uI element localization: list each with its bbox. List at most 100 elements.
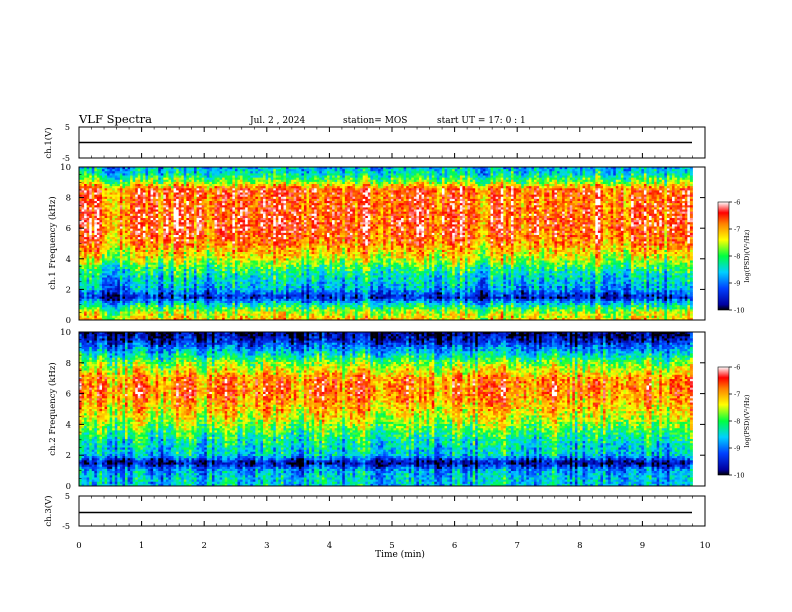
- spectrogram-cell: [104, 177, 108, 181]
- spectrogram-cell: [86, 220, 90, 223]
- spectrogram-cell: [94, 245, 98, 249]
- spectrogram-cell: [81, 181, 85, 185]
- spectrogram-cell: [142, 256, 146, 259]
- spectrogram-cell: [132, 177, 136, 181]
- spectrogram-cell: [127, 186, 131, 189]
- spectrogram-cell: [168, 292, 172, 295]
- spectrogram-cell: [122, 222, 126, 225]
- spectrogram-cell: [81, 300, 85, 304]
- spectrogram-cell: [125, 305, 128, 308]
- spectrogram-cell: [117, 243, 121, 247]
- spectrogram-cell: [112, 260, 116, 264]
- spectrogram-cell: [137, 235, 141, 238]
- spectrogram-cell: [122, 220, 126, 223]
- spectrogram-cell: [119, 226, 123, 230]
- spectrogram-cell: [94, 211, 98, 215]
- spectrogram-cell: [140, 300, 144, 304]
- spectrogram-cell: [99, 266, 103, 270]
- spectrogram-cell: [109, 279, 113, 283]
- spectrogram-cell: [125, 269, 128, 272]
- spectrogram-cell: [140, 175, 144, 179]
- spectrogram-cell: [142, 254, 146, 257]
- spectrogram-cell: [137, 315, 141, 319]
- spectrogram-cell: [114, 249, 118, 253]
- spectrogram-cell: [104, 247, 108, 251]
- spectrogram-cell: [114, 305, 118, 308]
- spectrogram-cell: [91, 260, 95, 264]
- spectrogram-cell: [171, 309, 174, 312]
- spectrogram-cell: [99, 275, 103, 278]
- spectrogram-cell: [104, 226, 108, 230]
- spectrogram-cell: [132, 198, 136, 202]
- spectrogram-cell: [155, 181, 159, 185]
- spectrogram-cell: [99, 262, 103, 266]
- spectrogram-cell: [81, 184, 85, 187]
- spectrogram-cell: [91, 281, 95, 285]
- spectrogram-cell: [81, 279, 85, 283]
- spectrogram-cell: [140, 281, 144, 285]
- spectrogram-cell: [135, 294, 139, 298]
- spectrogram-cell: [140, 260, 144, 264]
- spectrogram-cell: [99, 271, 103, 274]
- spectrogram-cell: [158, 300, 162, 304]
- spectrogram-cell: [91, 228, 95, 232]
- spectrogram-cell: [94, 226, 98, 230]
- spectrogram-cell: [135, 266, 139, 270]
- spectrogram-cell: [102, 218, 105, 221]
- spectrogram-cell: [140, 271, 144, 274]
- spectrogram-cell: [137, 175, 141, 179]
- spectrogram-cell: [127, 177, 131, 181]
- spectrogram-cell: [107, 258, 111, 261]
- spectrogram-cell: [102, 305, 105, 308]
- spectrogram-cell: [153, 239, 157, 242]
- spectrogram-cell: [79, 205, 82, 208]
- spectrogram-cell: [150, 235, 154, 238]
- spectrogram-cell: [132, 286, 136, 289]
- spectrogram-cell: [104, 218, 108, 221]
- spectrogram-cell: [160, 252, 164, 255]
- spectrogram-cell: [86, 205, 90, 208]
- spectrogram-cell: [125, 249, 128, 253]
- spectrogram-cell: [145, 224, 149, 227]
- spectrogram-cell: [125, 256, 128, 259]
- spectrogram-cell: [81, 215, 85, 219]
- spectrogram-cell: [117, 260, 121, 264]
- spectrogram-cell: [114, 237, 118, 240]
- spectrogram-cell: [86, 273, 90, 276]
- spectrogram-cell: [168, 198, 172, 202]
- spectrogram-cell: [119, 283, 123, 287]
- spectrogram-cell: [91, 303, 95, 306]
- spectrogram-cell: [140, 279, 144, 283]
- spectrogram-cell: [119, 286, 123, 289]
- spectrogram-cell: [96, 303, 100, 306]
- spectrogram-cell: [130, 266, 134, 270]
- spectrogram-cell: [104, 192, 108, 196]
- spectrogram-cell: [89, 230, 93, 234]
- spectrogram-cell: [114, 315, 118, 319]
- spectrogram-cell: [155, 294, 159, 298]
- spectrogram-cell: [132, 218, 136, 221]
- spectrogram-cell: [107, 239, 111, 242]
- spectrogram-cell: [153, 184, 157, 187]
- spectrogram-cell: [104, 232, 108, 236]
- spectrogram-cell: [150, 258, 154, 261]
- spectrogram-cell: [91, 290, 95, 293]
- spectrogram-cell: [94, 175, 98, 179]
- spectrogram-cell: [107, 205, 111, 208]
- spectrogram-cell: [107, 292, 111, 295]
- spectrogram-cell: [160, 205, 164, 208]
- spectrogram-cell: [163, 269, 167, 272]
- spectrogram-cell: [84, 211, 88, 215]
- spectrogram-cell: [119, 184, 123, 187]
- spectrogram-cell: [109, 218, 113, 221]
- spectrogram-cell: [171, 226, 174, 230]
- spectrogram-cell: [79, 296, 82, 300]
- spectrogram-cell: [119, 196, 123, 200]
- spectrogram-cell: [130, 181, 134, 185]
- spectrogram-cell: [165, 188, 169, 191]
- spectrogram-cell: [102, 311, 105, 315]
- spectrogram-cell: [122, 283, 126, 287]
- spectrogram-cell: [89, 167, 93, 170]
- spectrogram-cell: [155, 275, 159, 278]
- spectrogram-cell: [140, 305, 144, 308]
